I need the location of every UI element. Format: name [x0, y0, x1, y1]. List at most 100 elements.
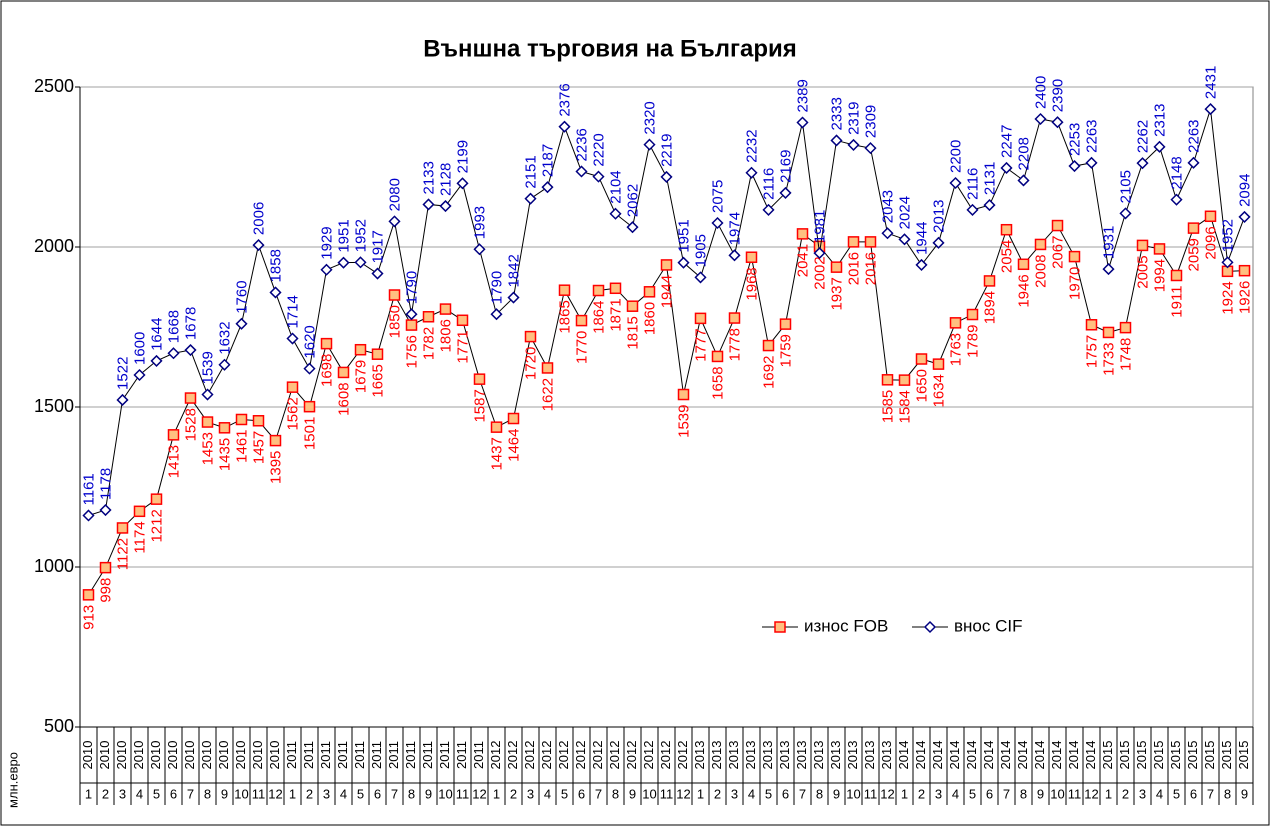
data-label: 2131: [981, 162, 998, 195]
point: [813, 247, 826, 260]
data-label: 1522: [114, 357, 131, 390]
data-label: 2232: [743, 129, 760, 162]
data-label: 1161: [80, 473, 97, 505]
data-label: 2220: [590, 133, 607, 166]
point: [762, 339, 775, 352]
point: [1204, 210, 1217, 223]
point: [643, 138, 656, 151]
point: [201, 388, 214, 401]
x-year-label: 2015: [1185, 741, 1200, 770]
data-label: 2116: [760, 168, 777, 200]
data-label: 2104: [607, 170, 624, 203]
data-label: 1679: [352, 360, 369, 393]
point: [1153, 140, 1166, 153]
x-month-label: 5: [969, 786, 976, 801]
x-year-label: 2015: [1117, 741, 1132, 770]
point: [184, 343, 197, 357]
x-month-label: 5: [1173, 786, 1180, 801]
point: [218, 358, 231, 371]
data-label: 1894: [981, 291, 998, 324]
data-label: 2319: [845, 102, 862, 135]
point: [592, 284, 605, 297]
x-month-label: 7: [1207, 786, 1214, 801]
point: [711, 350, 724, 363]
point: [99, 561, 112, 574]
point: [320, 337, 333, 350]
data-label: 1790: [488, 271, 505, 304]
point: [983, 199, 996, 212]
point: [745, 166, 758, 179]
data-label: 1850: [386, 305, 403, 338]
data-label: 1413: [165, 445, 182, 478]
data-label: 1437: [488, 437, 505, 470]
data-label: 2096: [1202, 226, 1219, 259]
data-label: 1858: [267, 249, 284, 282]
data-label: 1777: [692, 328, 709, 361]
data-label: 2376: [556, 83, 573, 116]
point: [1119, 207, 1132, 220]
x-year-label: 2011: [335, 741, 350, 769]
x-year-label: 2012: [539, 741, 554, 770]
data-label: 2105: [1117, 170, 1134, 203]
data-label: 1970: [1066, 267, 1083, 300]
data-label: 2219: [658, 134, 675, 167]
x-month-label: 5: [765, 786, 772, 801]
point: [626, 221, 639, 234]
data-label: 2263: [1185, 119, 1202, 152]
x-year-label: 2015: [1151, 741, 1166, 770]
data-label: 1620: [301, 325, 318, 358]
point: [660, 259, 673, 271]
data-label: 1678: [182, 307, 199, 340]
x-month-label: 10: [234, 786, 248, 801]
data-label: 2187: [539, 144, 556, 177]
point: [524, 192, 537, 205]
x-month-label: 7: [595, 786, 602, 801]
x-year-label: 2014: [1049, 741, 1064, 770]
point: [167, 347, 180, 360]
data-label: 1714: [284, 295, 301, 328]
x-month-label: 8: [612, 786, 619, 801]
x-month-label: 10: [642, 786, 656, 801]
x-month-label: 12: [880, 786, 894, 801]
x-month-label: 12: [268, 786, 282, 801]
point: [881, 227, 894, 240]
data-label: 2075: [709, 180, 726, 213]
point: [898, 233, 911, 246]
x-month-label: 8: [1020, 786, 1027, 801]
x-year-label: 2014: [913, 741, 928, 770]
x-month-label: 12: [472, 786, 486, 801]
data-label: 1634: [930, 374, 947, 407]
x-year-label: 2012: [675, 741, 690, 770]
point: [167, 429, 180, 441]
point: [1085, 156, 1098, 169]
x-year-label: 2014: [1066, 741, 1081, 770]
point: [303, 400, 316, 413]
data-label: 1778: [726, 328, 743, 361]
point: [422, 311, 435, 323]
data-label: 2062: [624, 184, 641, 217]
data-label: 2041: [794, 244, 811, 277]
point: [1017, 258, 1030, 271]
point: [133, 505, 146, 518]
point: [609, 207, 622, 220]
data-label: 1771: [454, 330, 471, 363]
x-year-label: 2015: [1168, 741, 1183, 770]
point: [405, 308, 418, 321]
data-label: 2016: [845, 252, 862, 285]
legend-marker: [774, 621, 786, 633]
data-label: 1926: [1236, 281, 1253, 314]
data-label: 2016: [862, 252, 879, 285]
x-month-label: 3: [527, 786, 534, 801]
y-tick-label: 500: [44, 716, 74, 736]
point: [847, 138, 860, 151]
x-year-label: 2010: [131, 741, 146, 770]
data-label: 2313: [1151, 103, 1168, 136]
point: [660, 170, 673, 183]
data-label: 1871: [607, 298, 624, 331]
data-label: 2389: [794, 79, 811, 112]
data-label: 2200: [947, 140, 964, 173]
x-month-label: 1: [901, 786, 908, 801]
data-label: 1453: [199, 432, 216, 465]
data-label: 1174: [131, 521, 148, 553]
